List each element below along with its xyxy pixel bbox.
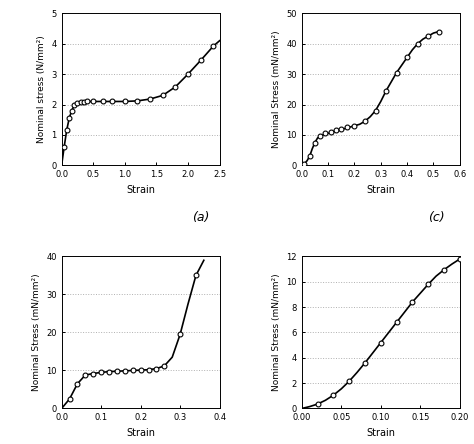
Y-axis label: Nominal Stress (mN/mm²): Nominal Stress (mN/mm²) (272, 274, 281, 391)
X-axis label: Strain: Strain (126, 185, 155, 195)
Y-axis label: Nominal stress (N/mm²): Nominal stress (N/mm²) (37, 36, 46, 143)
Y-axis label: Nominal Stress (mN/mm²): Nominal Stress (mN/mm²) (32, 274, 41, 391)
X-axis label: Strain: Strain (366, 185, 395, 195)
X-axis label: Strain: Strain (366, 428, 395, 438)
Y-axis label: Nominal Stress (mN/mm²): Nominal Stress (mN/mm²) (272, 31, 281, 148)
Text: (a): (a) (192, 211, 210, 224)
X-axis label: Strain: Strain (126, 428, 155, 438)
Text: (c): (c) (428, 211, 445, 224)
